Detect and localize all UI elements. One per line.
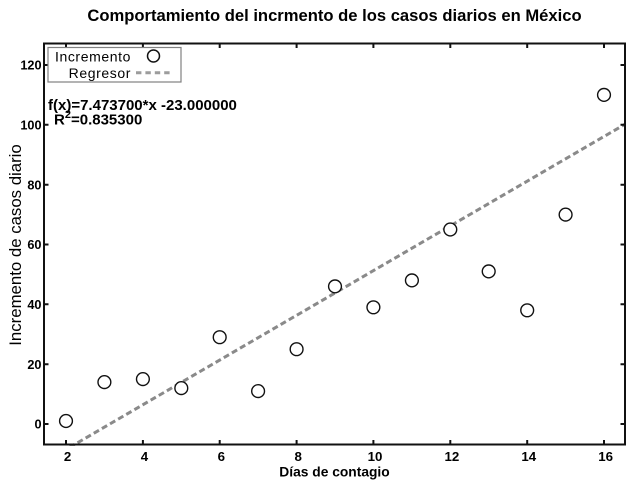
svg-text:2: 2 <box>64 449 71 464</box>
svg-text:8: 8 <box>294 449 301 464</box>
svg-text:6: 6 <box>218 449 225 464</box>
svg-text:Incremento de casos diario: Incremento de casos diario <box>6 144 25 345</box>
svg-text:Incremento: Incremento <box>55 49 131 65</box>
svg-text:100: 100 <box>20 119 41 133</box>
svg-text:4: 4 <box>141 449 149 464</box>
svg-text:R2=0.835300: R2=0.835300 <box>54 109 142 129</box>
svg-text:40: 40 <box>27 298 41 312</box>
svg-text:120: 120 <box>20 59 41 73</box>
svg-text:0: 0 <box>34 418 41 432</box>
svg-text:20: 20 <box>27 358 41 372</box>
svg-text:Regresor: Regresor <box>69 65 131 81</box>
svg-text:Comportamiento del incrmento d: Comportamiento del incrmento de los caso… <box>87 6 581 25</box>
svg-text:14: 14 <box>521 449 536 464</box>
svg-text:60: 60 <box>27 238 41 252</box>
svg-text:f(x)=7.473700*x -23.000000: f(x)=7.473700*x -23.000000 <box>48 97 237 114</box>
svg-text:80: 80 <box>27 178 41 192</box>
svg-text:12: 12 <box>445 449 460 464</box>
svg-text:Días de contagio: Días de contagio <box>279 465 389 480</box>
svg-text:10: 10 <box>368 449 383 464</box>
svg-text:16: 16 <box>598 449 613 464</box>
